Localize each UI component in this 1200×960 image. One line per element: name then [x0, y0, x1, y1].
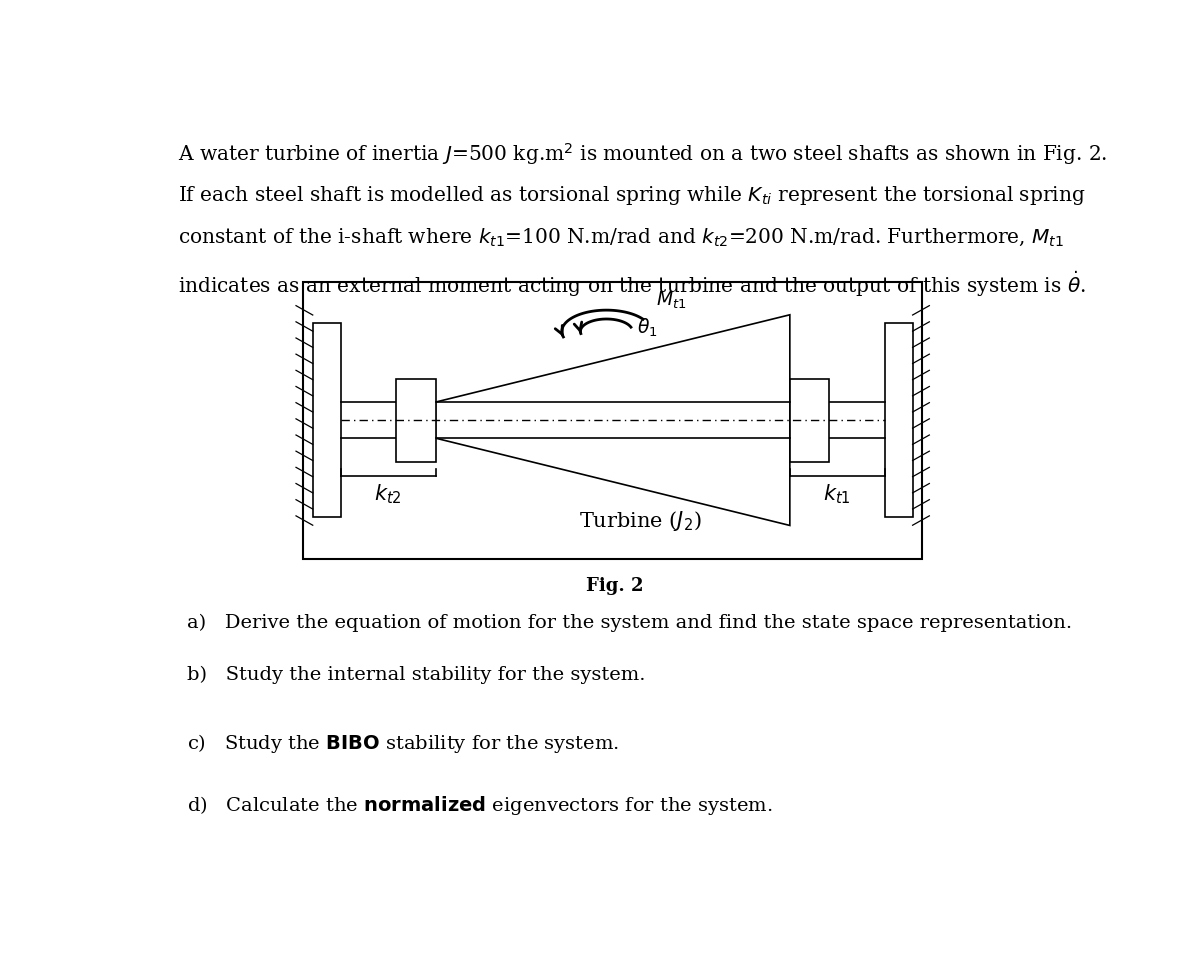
- Bar: [396, 378, 436, 462]
- Text: If each steel shaft is modelled as torsional spring while $K_{ti}$ represent the: If each steel shaft is modelled as torsi…: [178, 184, 1086, 207]
- Text: $k_{t1}$: $k_{t1}$: [823, 482, 851, 506]
- Bar: [790, 378, 829, 462]
- Bar: [313, 324, 341, 517]
- Text: $k_{t2}$: $k_{t2}$: [374, 482, 402, 506]
- Text: b)   Study the internal stability for the system.: b) Study the internal stability for the …: [187, 666, 646, 684]
- Text: A water turbine of inertia $J$=500 kg.m$^2$ is mounted on a two steel shafts as : A water turbine of inertia $J$=500 kg.m$…: [178, 141, 1108, 167]
- Bar: [304, 281, 922, 559]
- Text: Fig. 2: Fig. 2: [587, 577, 643, 595]
- Text: d)   Calculate the $\bf{normalized}$ eigenvectors for the system.: d) Calculate the $\bf{normalized}$ eigen…: [187, 794, 773, 817]
- Text: a)   Derive the equation of motion for the system and find the state space repre: a) Derive the equation of motion for the…: [187, 614, 1073, 633]
- Polygon shape: [436, 315, 790, 525]
- Text: indicates as an external moment acting on the turbine and the output of this sys: indicates as an external moment acting o…: [178, 270, 1086, 300]
- Text: $\theta_1$: $\theta_1$: [637, 317, 658, 339]
- Bar: [884, 324, 913, 517]
- Text: c)   Study the $\bf{BIBO}$ stability for the system.: c) Study the $\bf{BIBO}$ stability for t…: [187, 732, 619, 756]
- Text: constant of the i-shaft where $k_{t1}$=100 N.m/rad and $k_{t2}$=200 N.m/rad. Fur: constant of the i-shaft where $k_{t1}$=1…: [178, 227, 1064, 249]
- Text: $M_{t1}$: $M_{t1}$: [655, 290, 686, 311]
- Text: Turbine ($J_2$): Turbine ($J_2$): [580, 509, 702, 533]
